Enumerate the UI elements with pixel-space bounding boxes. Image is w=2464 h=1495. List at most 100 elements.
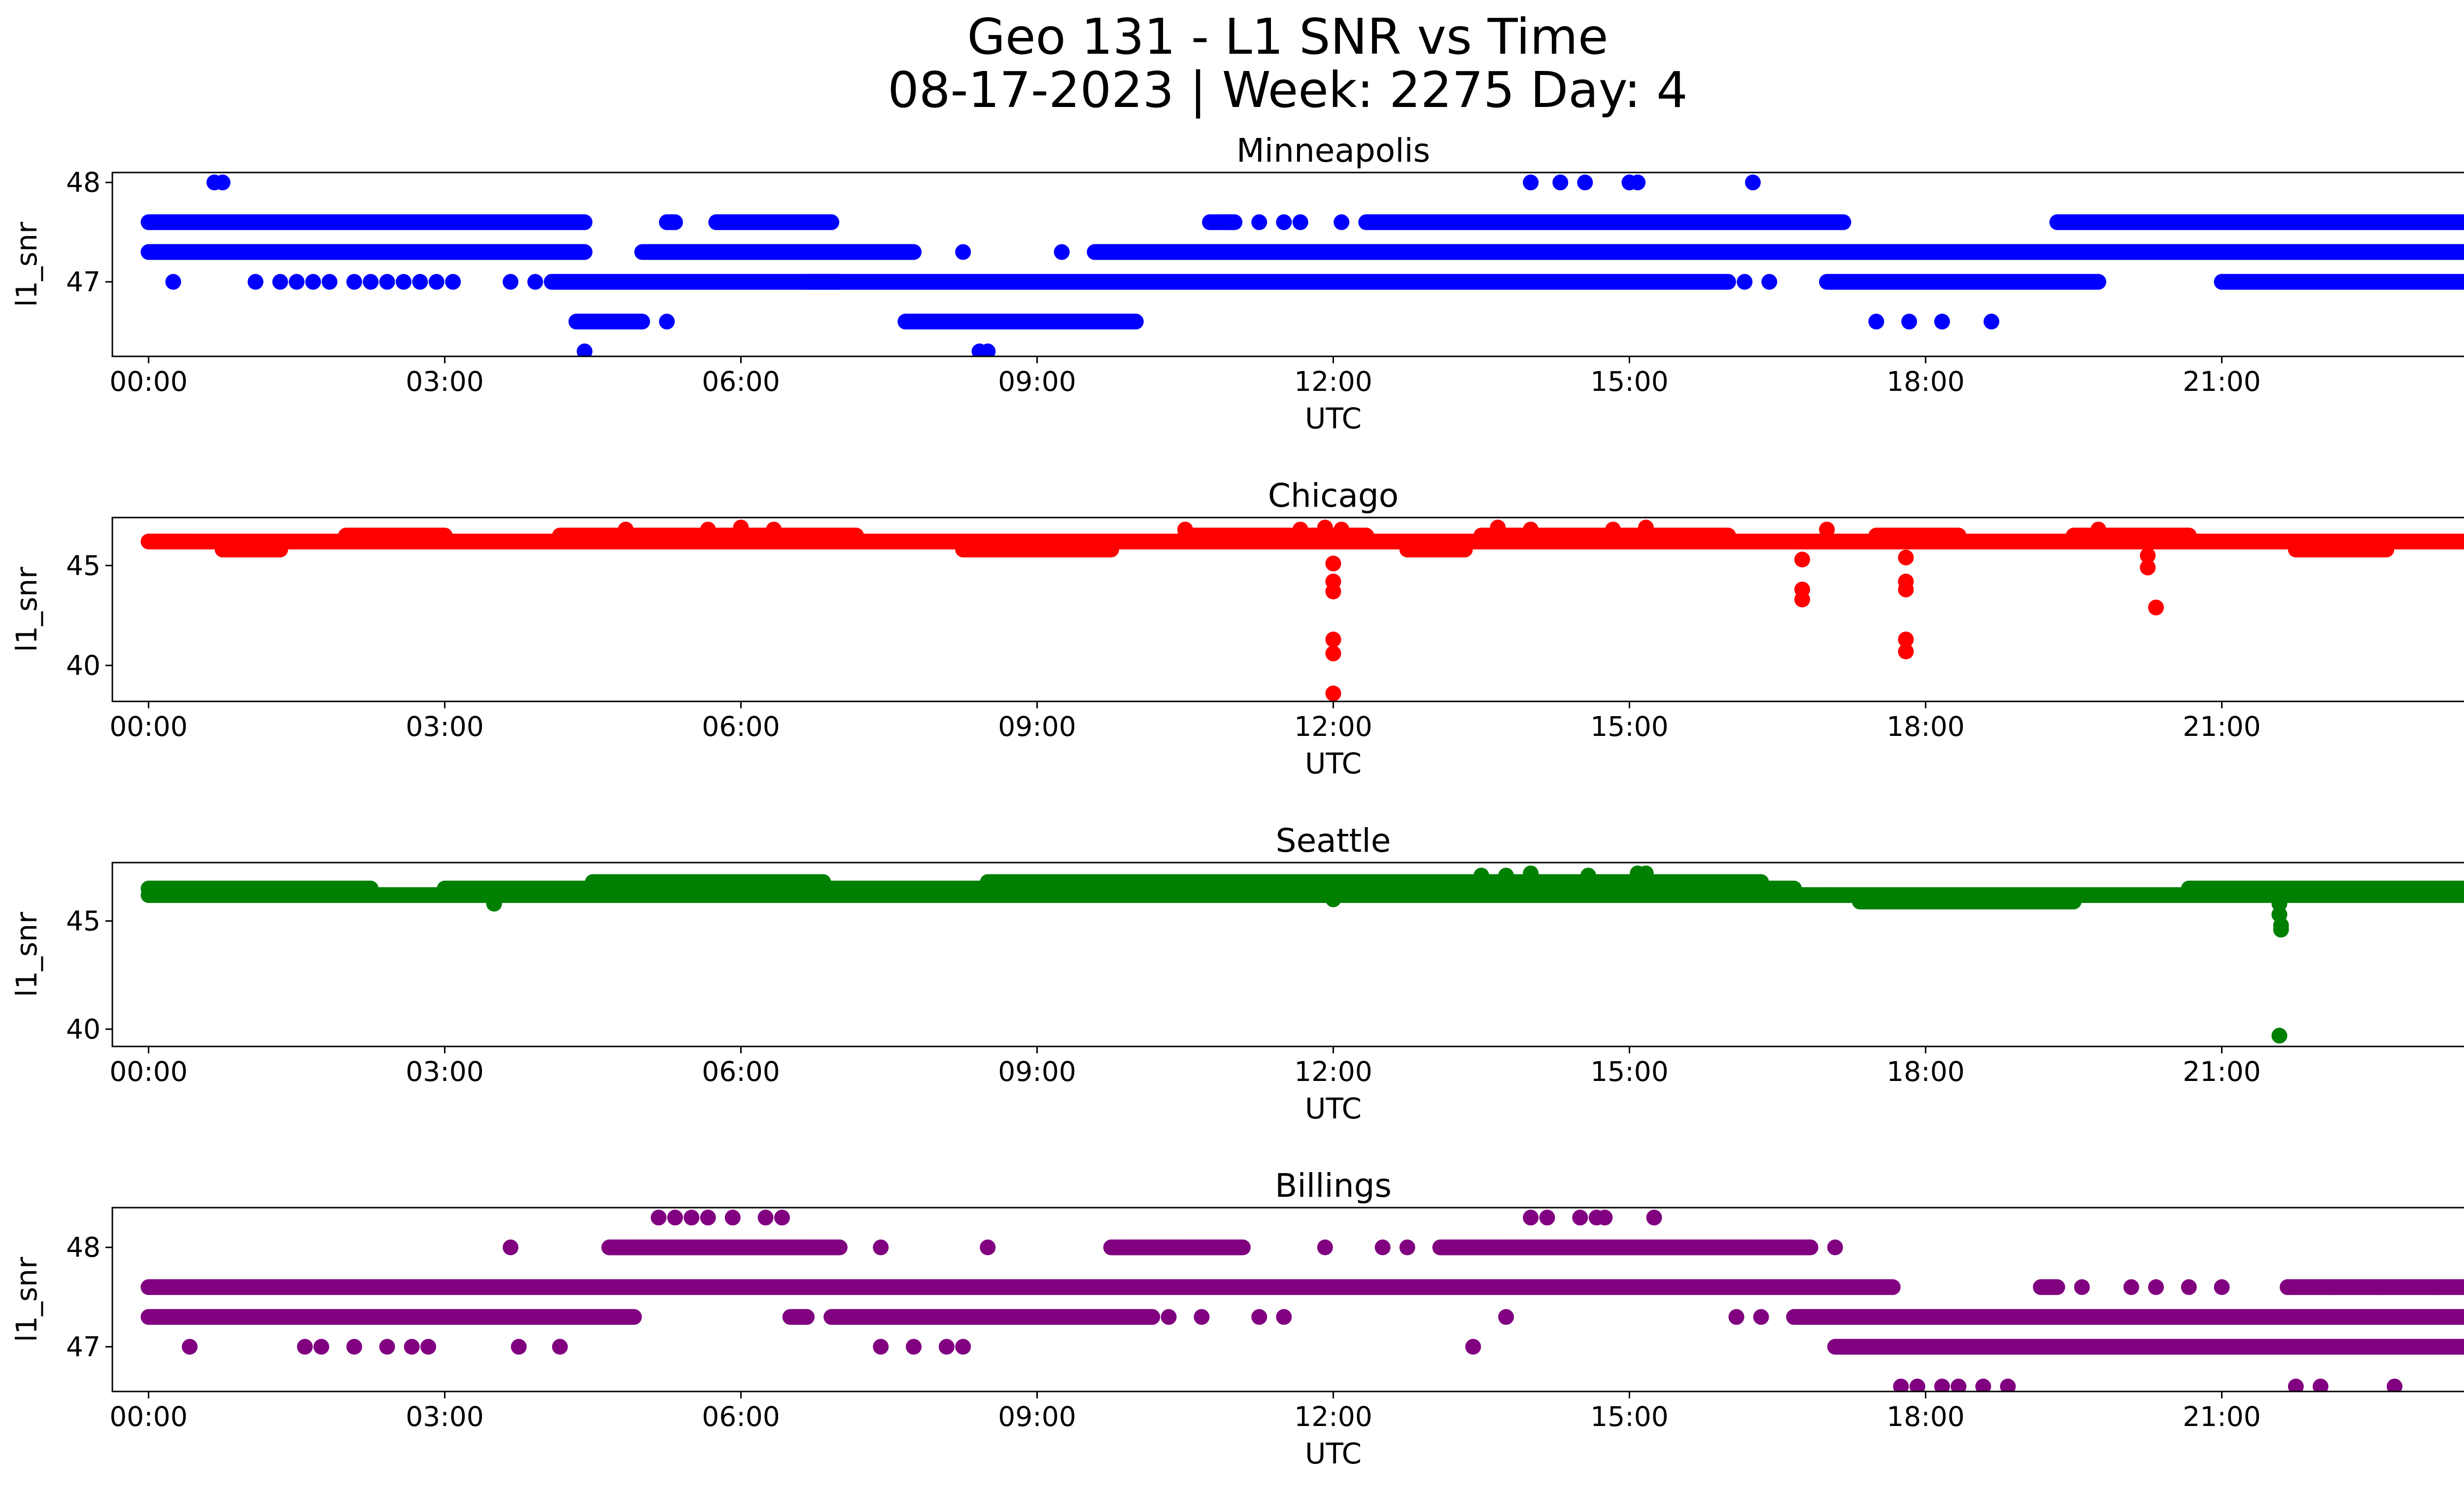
chicago-data-point [1325, 584, 1341, 600]
billings-data-point [1498, 1309, 1514, 1325]
minneapolis-data-point [955, 244, 971, 260]
chicago-data-point [1898, 631, 1914, 648]
billings-data-point [1251, 1309, 1267, 1325]
billings-data-point [1374, 1239, 1391, 1255]
minneapolis-data-point [363, 274, 379, 290]
chicago-x-tick-label: 00:00 [109, 711, 188, 742]
minneapolis-data-point [445, 274, 461, 290]
minneapolis-data-point [980, 343, 996, 356]
chicago-data-point [1317, 520, 1333, 536]
chicago-data [140, 520, 2464, 701]
billings-y-tick-label: 48 [66, 1232, 101, 1263]
billings-data-point [503, 1239, 519, 1255]
seattle-x-tick-label: 18:00 [1886, 1056, 1965, 1087]
chicago-data-point [1325, 685, 1341, 701]
minneapolis-data-point [288, 274, 305, 290]
chicago-data-point [766, 522, 782, 538]
chicago-data-point [2140, 559, 2156, 576]
chicago-x-axis-label: UTC [1305, 747, 1362, 780]
billings-data-point [1317, 1239, 1333, 1255]
seattle-x-tick-label: 00:00 [109, 1056, 188, 1087]
chicago-y-tick-label: 40 [66, 650, 101, 681]
billings-data-point [1523, 1210, 1539, 1226]
minneapolis-data-point [1761, 274, 1778, 290]
billings-data-point [1465, 1339, 1481, 1355]
minneapolis-x-tick-label: 21:00 [2183, 366, 2261, 397]
chicago-data-point [1490, 520, 1506, 536]
billings-data-point [700, 1210, 716, 1226]
chicago-data-point [1794, 552, 1811, 568]
billings-data-point [938, 1339, 955, 1355]
seattle-x-axis-label: UTC [1305, 1092, 1362, 1125]
minneapolis-x-tick-label: 12:00 [1294, 366, 1372, 397]
minneapolis-data-point [395, 274, 411, 290]
chicago-data-point [733, 520, 749, 536]
chicago-data-point [1325, 631, 1341, 648]
billings-data-point [181, 1339, 198, 1355]
minneapolis-x-tick-label: 09:00 [998, 366, 1076, 397]
billings-x-tick-label: 00:00 [109, 1401, 188, 1432]
billings-data-point [511, 1339, 527, 1355]
minneapolis-data-point [247, 274, 264, 290]
minneapolis-data-point [379, 274, 395, 290]
billings-data-point [873, 1239, 889, 1255]
billings-data-point [2214, 1279, 2230, 1295]
seattle-data-point [486, 896, 502, 912]
minneapolis-data-point [1934, 313, 1950, 330]
chicago-y-tick-label: 45 [66, 550, 101, 581]
billings-data-point [1161, 1309, 1177, 1325]
chicago-x-tick-label: 18:00 [1886, 711, 1965, 742]
chicago-data-point [700, 522, 716, 538]
seattle-data-point [2271, 896, 2288, 912]
chicago-data-point [1325, 645, 1341, 661]
billings-data-point [1539, 1210, 1555, 1226]
seattle-panel-title: Seattle [1276, 822, 1391, 860]
billings-data-point [346, 1339, 362, 1355]
billings-data-point [2074, 1279, 2090, 1295]
billings-data-point [420, 1339, 437, 1355]
billings-data-point [1194, 1309, 1210, 1325]
seattle-data-point [2273, 922, 2289, 938]
billings-data-point [313, 1339, 330, 1355]
billings-data-point [1646, 1210, 1662, 1226]
seattle-data-point [1638, 865, 1654, 881]
minneapolis-data-point [659, 313, 675, 330]
billings-data-point [1951, 1378, 1967, 1391]
minneapolis-data-point [1901, 313, 1917, 330]
minneapolis-data-point [1552, 174, 1569, 191]
chicago-data-point [1177, 522, 1193, 538]
seattle-data-point [2271, 1028, 2288, 1044]
billings-data-point [1753, 1309, 1769, 1325]
chicago-x-tick-label: 09:00 [998, 711, 1076, 742]
chicago-data-point [2090, 522, 2107, 538]
billings-data-point [955, 1339, 971, 1355]
billings-x-axis-label: UTC [1305, 1437, 1362, 1470]
billings-data-point [650, 1210, 667, 1226]
chicago-data-point [1334, 522, 1350, 538]
billings-data-point [757, 1210, 774, 1226]
billings-data-point [1934, 1378, 1950, 1391]
minneapolis-data-point [1251, 214, 1267, 230]
minneapolis-data-point [346, 274, 362, 290]
chicago-panel: 00:00 03:00 06:00 09:00 12:00 15:00 18:00 21:00… [10, 477, 2464, 780]
billings-data-point [379, 1339, 395, 1355]
chicago-x-tick-label: 03:00 [406, 711, 484, 742]
chicago-data-point [1638, 520, 1654, 536]
chicago-data-point [1898, 550, 1914, 566]
chicago-data-point [1819, 522, 1835, 538]
minneapolis-data-point [1984, 313, 2000, 330]
seattle-x-tick-label: 06:00 [702, 1056, 780, 1087]
minneapolis-axes-frame [111, 172, 2464, 357]
billings-data-point [1893, 1378, 1909, 1391]
billings-data-point [2000, 1378, 2016, 1391]
seattle-y-axis-label: l1_snr [10, 912, 43, 997]
billings-data-point [404, 1339, 420, 1355]
billings-data-point [980, 1239, 996, 1255]
seattle-data [140, 865, 2464, 1044]
minneapolis-data-point [1630, 174, 1646, 191]
minneapolis-data-point [1737, 274, 1753, 290]
billings-data-point [1975, 1378, 1991, 1391]
minneapolis-data-point [503, 274, 519, 290]
billings-data-point [2387, 1378, 2403, 1391]
seattle-y-tick-label: 45 [66, 905, 101, 937]
